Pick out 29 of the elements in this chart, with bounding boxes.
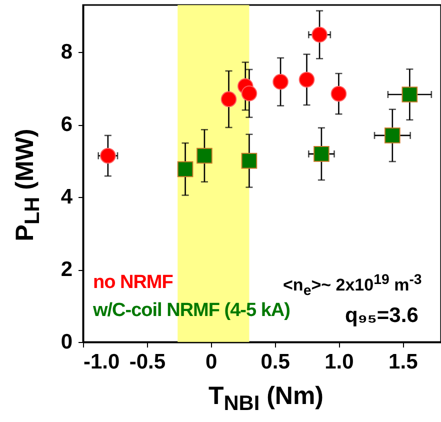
point [241, 152, 258, 169]
point [298, 72, 315, 88]
y-tick-label: 4 [60, 186, 73, 209]
x-tick-label: 0.5 [260, 350, 290, 374]
text: no NRMF [93, 272, 173, 294]
point [402, 86, 418, 102]
y-tick-label: 2 [60, 258, 72, 282]
point [314, 146, 330, 162]
x-tick-label: -1.0 [84, 350, 120, 374]
x-axis-title: T$_{NBI}$ (Nm) [208, 382, 324, 416]
y-tick-label: 0 [60, 330, 72, 354]
point [196, 148, 212, 164]
point [330, 86, 347, 102]
annotation: <n$_{e}$>~ 2x10$^{19}$ m$^{-3}$ [283, 272, 422, 300]
point [177, 161, 194, 178]
point [241, 86, 258, 102]
point [100, 148, 116, 164]
point [384, 128, 400, 144]
point [220, 91, 237, 108]
point [272, 74, 288, 90]
y-tick-label: 6 [60, 113, 72, 136]
x-tick-label: 1.0 [324, 350, 354, 374]
x-tick-label: 0 [206, 350, 218, 374]
text: w/C-coil NRMF (4-5 kA) [93, 300, 290, 322]
x-tick-label: 1.5 [388, 350, 418, 374]
x-tick-label: -0.5 [129, 350, 166, 374]
point [312, 26, 328, 43]
y-tick-label: 8 [60, 40, 73, 64]
annotation: q₉₅=3.6 [345, 304, 418, 328]
